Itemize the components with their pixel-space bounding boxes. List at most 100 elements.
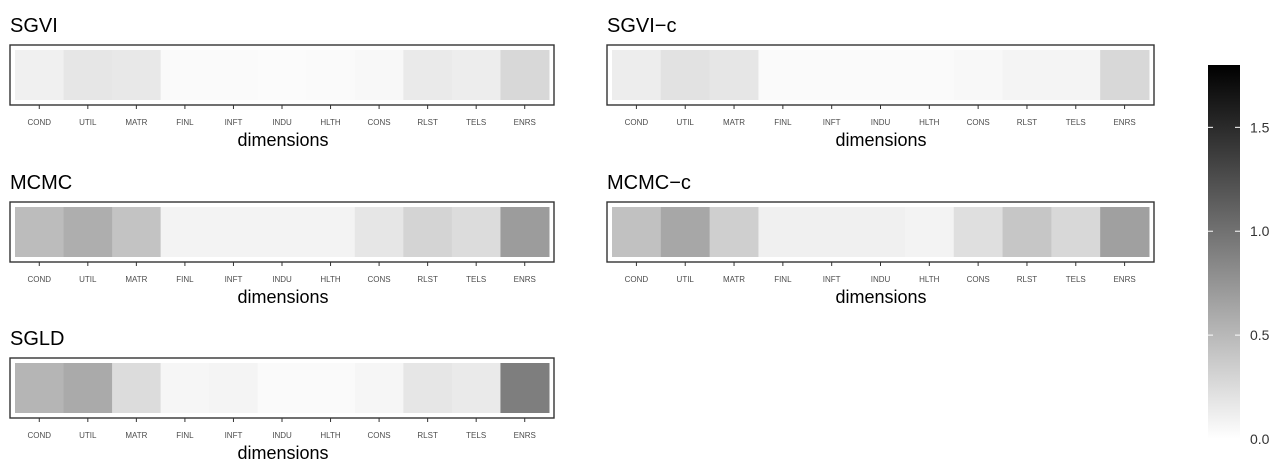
x-tick-label: CONS xyxy=(967,275,990,284)
heatmap-cell-indu xyxy=(257,207,307,257)
x-tick-label: INFT xyxy=(823,275,841,284)
panel-sgvi: SGVI COND UTIL MATR FINL INFT INDU HLTH CONS RLS… xyxy=(9,15,555,150)
heatmap-cell-inft xyxy=(209,207,259,257)
heatmap-cell-inft xyxy=(209,363,259,413)
heatmap-cell-tels xyxy=(451,50,501,100)
x-tick-label: ENRS xyxy=(1113,275,1135,284)
x-tick-label: RLST xyxy=(417,118,438,127)
x-tick-label: RLST xyxy=(417,431,438,440)
x-tick-label: CONS xyxy=(967,118,990,127)
x-tick-label: HLTH xyxy=(320,118,341,127)
x-tick-label: COND xyxy=(625,275,649,284)
x-axis-title: dimensions xyxy=(237,130,328,150)
heatmap-cell-finl xyxy=(160,207,210,257)
x-tick-label: COND xyxy=(27,275,51,284)
heatmap-cell-matr xyxy=(112,207,162,257)
heatmap-cell-finl xyxy=(160,363,210,413)
x-tick-label: MATR xyxy=(723,118,745,127)
x-tick-label: HLTH xyxy=(320,431,341,440)
x-tick-label: HLTH xyxy=(919,118,940,127)
heatmap-cell-tels xyxy=(451,207,501,257)
heatmap-cell-cons xyxy=(354,363,404,413)
x-tick-label: HLTH xyxy=(919,275,940,284)
heatmap-cell-rlst xyxy=(1002,207,1052,257)
heatmap-cell-util xyxy=(63,363,113,413)
colorbar-tick-label: 1.0 xyxy=(1250,223,1270,239)
heatmap-cell-cons xyxy=(953,50,1004,100)
heatmap-cell-hlth xyxy=(306,363,356,413)
heatmap-cell-cond xyxy=(612,50,662,100)
x-tick-label: ENRS xyxy=(514,431,536,440)
x-tick-label: MATR xyxy=(125,431,147,440)
x-tick-label: INDU xyxy=(272,431,292,440)
x-tick-label: FINL xyxy=(774,275,792,284)
x-tick-label: TELS xyxy=(466,118,486,127)
x-axis-title: dimensions xyxy=(237,443,328,463)
x-tick-label: FINL xyxy=(176,118,194,127)
heatmap-cell-indu xyxy=(856,207,906,257)
heatmap-cell-enrs xyxy=(500,363,550,413)
x-tick-label: TELS xyxy=(466,431,486,440)
heatmap-cell-matr xyxy=(112,50,162,100)
x-tick-label: UTIL xyxy=(79,275,97,284)
heatmap-cell-tels xyxy=(1051,50,1101,100)
heatmap-cell-rlst xyxy=(403,207,453,257)
x-tick-label: TELS xyxy=(1066,118,1086,127)
heatmap-cell-matr xyxy=(709,50,759,100)
x-tick-label: INDU xyxy=(272,275,292,284)
heatmap-cell-finl xyxy=(160,50,210,100)
panel-title: SGVI xyxy=(10,15,58,37)
heatmap-cell-hlth xyxy=(306,50,356,100)
heatmap-cell-inft xyxy=(807,50,857,100)
x-tick-label: MATR xyxy=(125,275,147,284)
x-tick-label: ENRS xyxy=(514,118,536,127)
x-tick-label: ENRS xyxy=(1113,118,1135,127)
heatmap-cell-rlst xyxy=(403,363,453,413)
panel-sgld: SGLD COND UTIL MATR FINL INFT INDU HLTH CONS RLS… xyxy=(9,328,555,463)
heatmap-cell-tels xyxy=(1051,207,1101,257)
panel-title: MCMC−c xyxy=(607,172,691,194)
heatmap-cell-cons xyxy=(354,207,404,257)
x-tick-label: CONS xyxy=(368,275,391,284)
x-tick-label: FINL xyxy=(176,275,194,284)
x-axis-title: dimensions xyxy=(835,130,926,150)
x-tick-label: ENRS xyxy=(514,275,536,284)
x-tick-label: RLST xyxy=(1017,275,1038,284)
x-axis-title: dimensions xyxy=(835,287,926,307)
x-tick-label: FINL xyxy=(774,118,792,127)
x-tick-label: INFT xyxy=(225,118,243,127)
x-tick-label: FINL xyxy=(176,431,194,440)
x-tick-label: RLST xyxy=(417,275,438,284)
heatmap-cell-hlth xyxy=(904,50,955,100)
x-tick-label: MATR xyxy=(125,118,147,127)
heatmap-cell-hlth xyxy=(904,207,955,257)
heatmap-cell-util xyxy=(63,50,113,100)
heatmap-cell-enrs xyxy=(500,50,550,100)
heatmap-cell-enrs xyxy=(1100,207,1150,257)
panel-title: SGLD xyxy=(10,328,64,350)
heatmap-cell-indu xyxy=(856,50,906,100)
x-tick-label: MATR xyxy=(723,275,745,284)
heatmap-cell-finl xyxy=(758,50,808,100)
heatmap-cell-cond xyxy=(612,207,662,257)
panel-mcmc: MCMC COND UTIL MATR FINL INFT INDU HLTH CONS RLS… xyxy=(9,172,555,307)
heatmap-cell-indu xyxy=(257,50,307,100)
heatmap-cell-indu xyxy=(257,363,307,413)
heatmap-cell-inft xyxy=(807,207,857,257)
heatmap-cell-rlst xyxy=(1002,50,1052,100)
x-tick-label: HLTH xyxy=(320,275,341,284)
x-tick-label: CONS xyxy=(368,118,391,127)
x-tick-label: TELS xyxy=(466,275,486,284)
panel-sgvi-c: SGVI−c COND UTIL MATR FINL INFT INDU HLTH CONS R… xyxy=(606,15,1155,150)
heatmap-cell-inft xyxy=(209,50,259,100)
heatmap-cell-util xyxy=(63,207,113,257)
x-tick-label: INFT xyxy=(823,118,841,127)
panel-mcmc-c: MCMC−c COND UTIL MATR FINL INFT INDU HLTH CONS R… xyxy=(606,172,1155,307)
colorbar-tick-label: 0.0 xyxy=(1250,431,1270,447)
x-tick-label: TELS xyxy=(1066,275,1086,284)
heatmap-cell-enrs xyxy=(500,207,550,257)
heatmap-cell-enrs xyxy=(1100,50,1150,100)
x-tick-label: UTIL xyxy=(79,431,97,440)
x-tick-label: COND xyxy=(27,431,51,440)
